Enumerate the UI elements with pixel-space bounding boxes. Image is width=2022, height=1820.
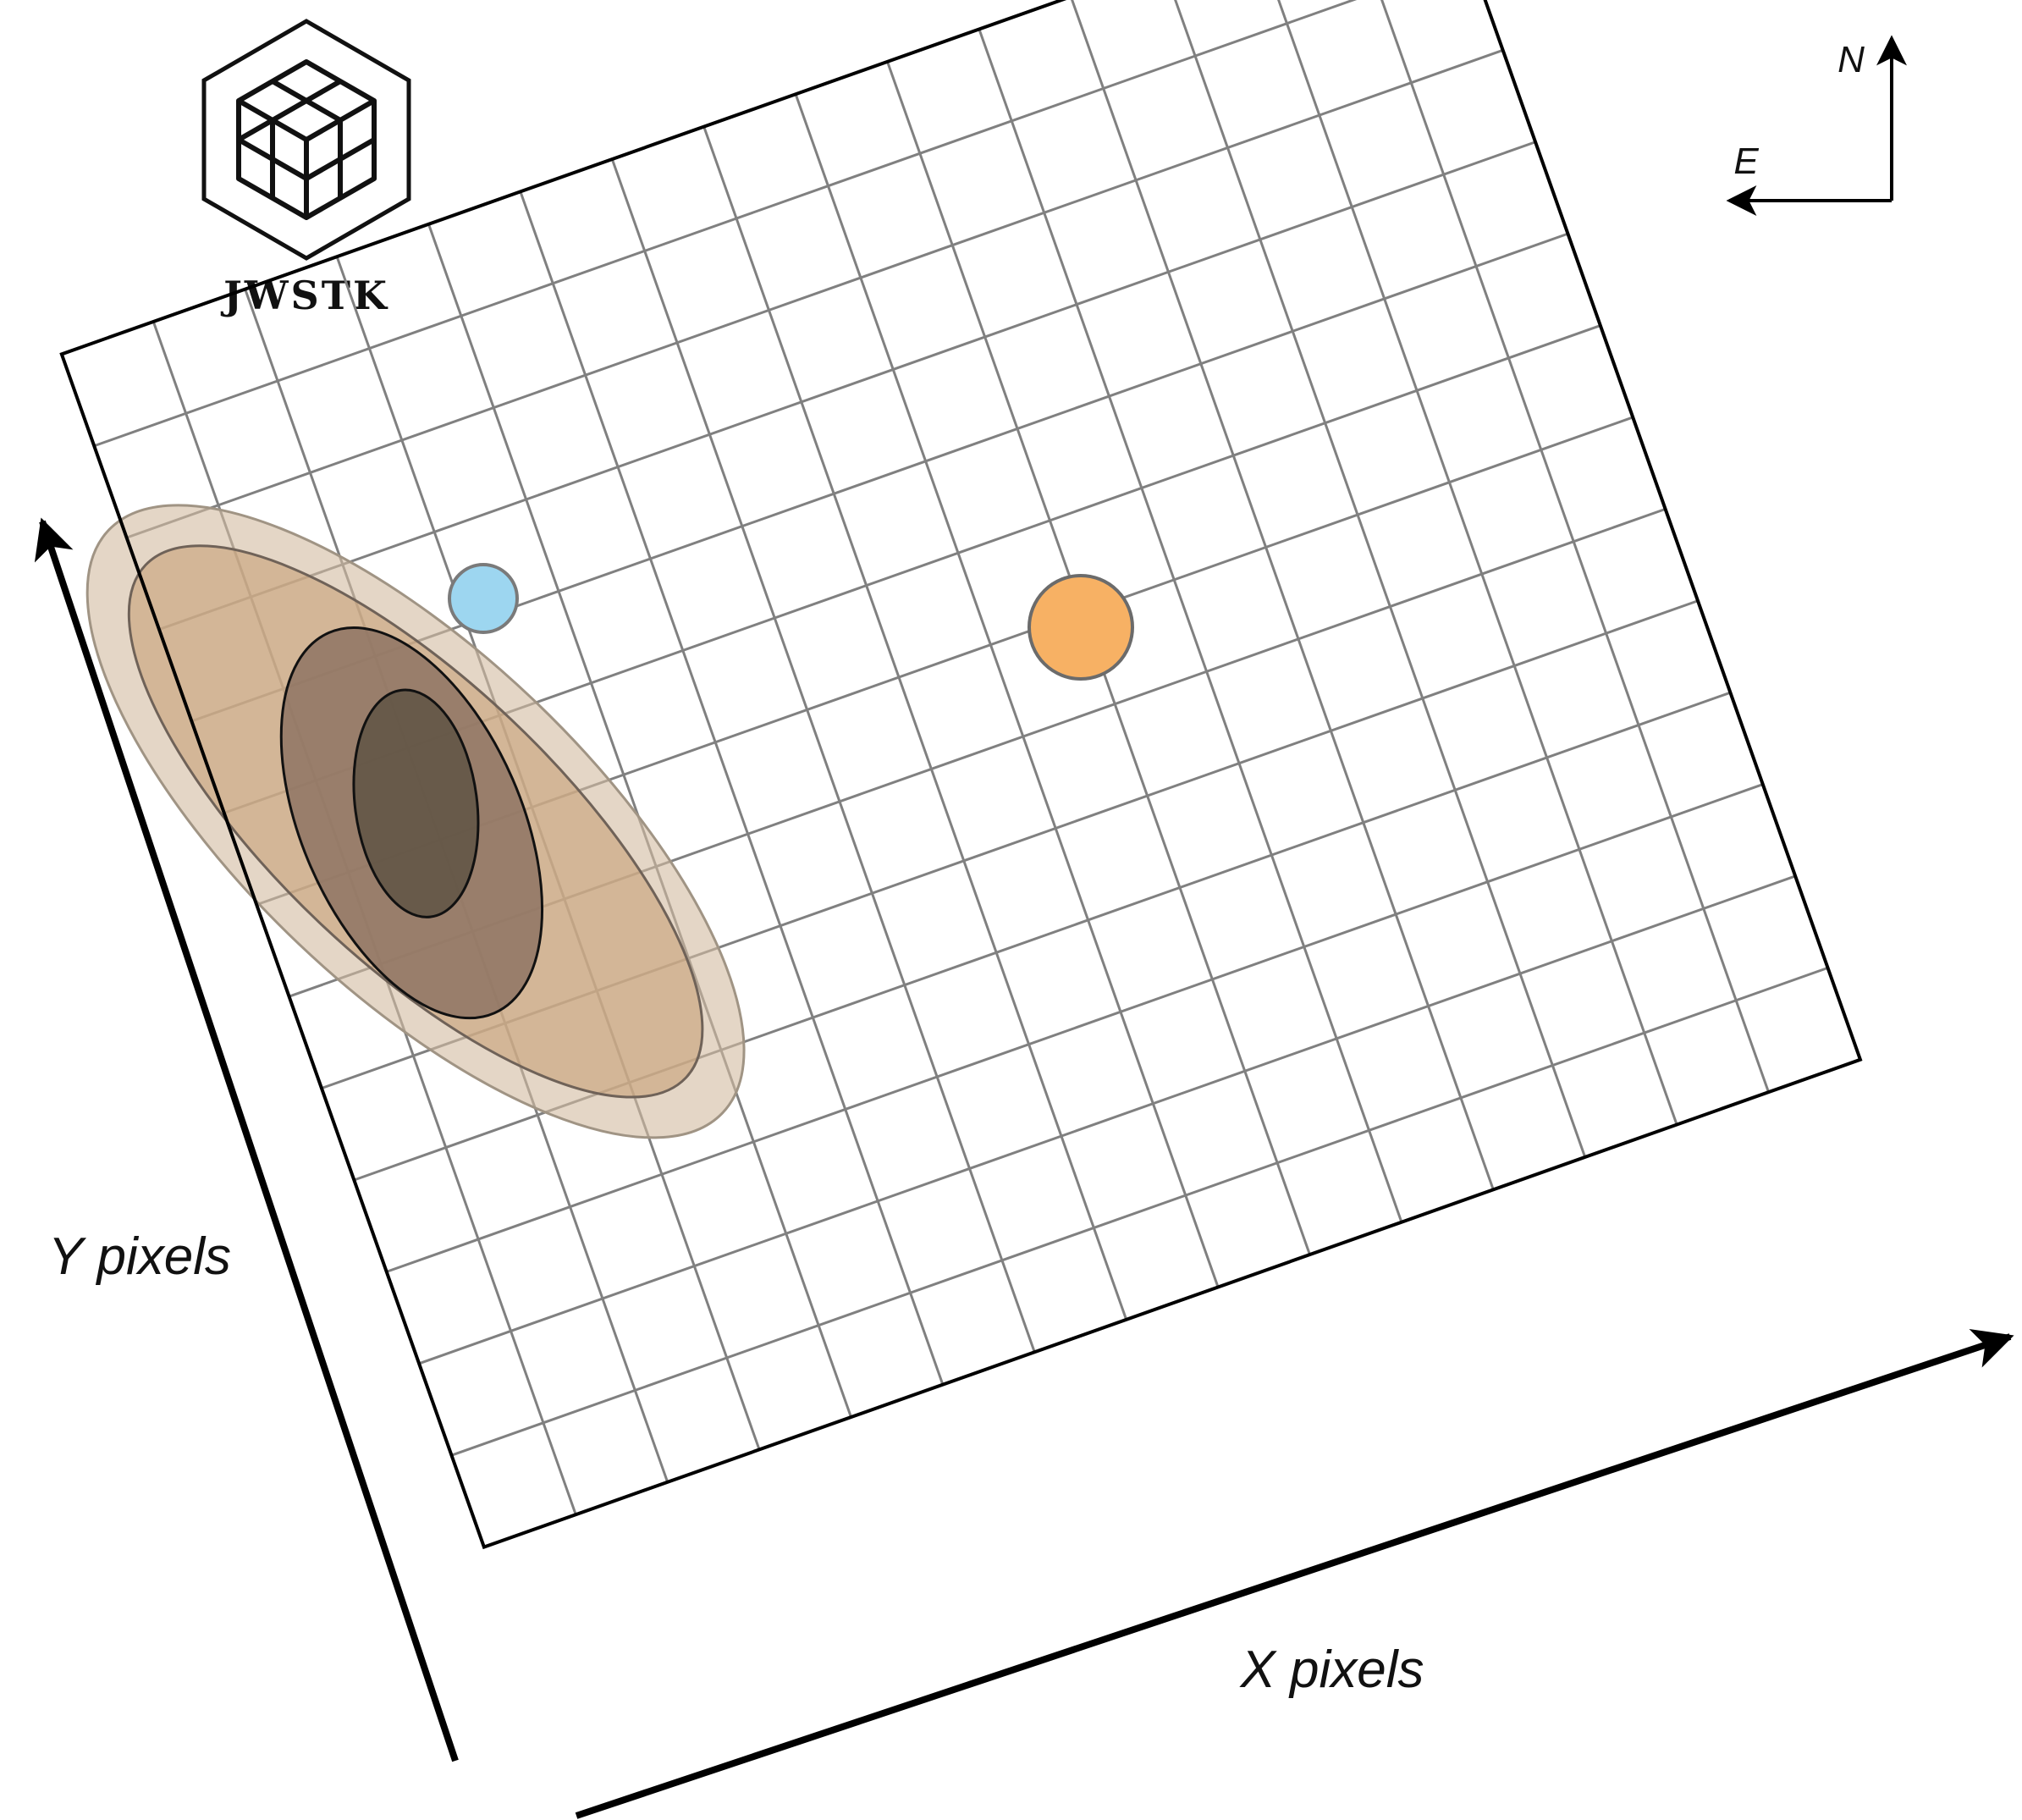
jwstk-logo: JWSTK: [201, 19, 411, 318]
hexagon-cubes-icon: [201, 19, 411, 261]
logo-text: JWSTK: [220, 273, 389, 318]
y-axis-arrow: [34, 517, 459, 1762]
grid-row-line: [418, 874, 1796, 1365]
x-axis-label: X pixels: [1238, 1641, 1424, 1699]
grid-column-line: [1345, 0, 1770, 1093]
grid-column-line: [1161, 0, 1587, 1158]
grid-lines: [93, 0, 1829, 1515]
detector-grid: [59, 0, 1863, 1550]
grid-column-line: [794, 93, 1220, 1288]
grid-row-line: [158, 141, 1536, 631]
orange-star: [1028, 574, 1134, 681]
grid-column-line: [1253, 0, 1678, 1126]
grid-column-line: [519, 190, 945, 1386]
galaxy-core: [352, 688, 480, 918]
grid-column-line: [610, 158, 1036, 1353]
galaxy: [85, 504, 746, 1139]
east-label: E: [1733, 141, 1759, 182]
grid-column-line: [978, 28, 1403, 1223]
y-axis-label: Y pixels: [48, 1227, 231, 1286]
grid-column-line: [1069, 0, 1495, 1190]
grid-row-line: [386, 783, 1764, 1273]
detector-border: [59, 0, 1863, 1550]
grid-row-line: [126, 48, 1504, 539]
blue-star: [448, 563, 519, 634]
grid-column-line: [702, 126, 1128, 1321]
north-label: N: [1837, 39, 1865, 80]
grid-row-line: [450, 966, 1829, 1457]
grid-row-line: [93, 0, 1471, 448]
compass: N E: [1726, 35, 1907, 216]
x-axis-arrow: [575, 1328, 2014, 1819]
